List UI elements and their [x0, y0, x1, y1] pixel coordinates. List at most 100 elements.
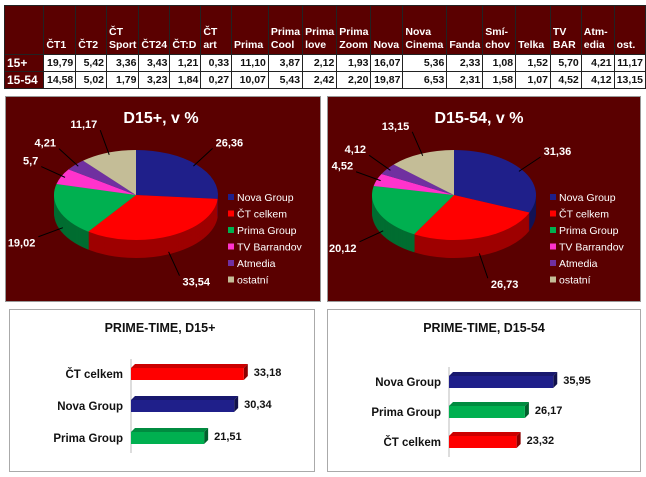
legend-entry: Prima Group [237, 225, 297, 237]
bar-side [524, 402, 529, 418]
leader-line [478, 253, 489, 279]
pie-slice [83, 150, 136, 195]
table-cell: 1,93 [336, 54, 372, 72]
leader-line [193, 147, 213, 167]
category-label: Prima Group [53, 433, 123, 445]
pie-slice [88, 195, 218, 240]
category-label: ČT celkem [383, 436, 441, 449]
legend-entry: Atmedia [237, 258, 276, 270]
table-cell: 11,10 [231, 54, 269, 72]
legend-swatch [550, 227, 556, 233]
table-cell: 0,27 [200, 71, 233, 89]
table-cell: 5,02 [75, 71, 108, 89]
table-cell: 3,23 [138, 71, 171, 89]
table-cell: 16,07 [370, 54, 404, 72]
data-label: 33,54 [183, 277, 211, 289]
column-header: Nova [370, 5, 404, 55]
table-cell: 6,53 [402, 71, 448, 89]
share-table: ČT1 ČT2 ČT Sport ČT24 ČT:D ČT art Prima Prima C… [3, 5, 646, 89]
bar [131, 368, 244, 380]
table-cell: 1,21 [169, 54, 202, 72]
table-cell: 5,42 [75, 54, 108, 72]
bar [449, 406, 525, 418]
legend-swatch [550, 243, 556, 250]
column-header [3, 5, 45, 55]
data-label: 26,36 [216, 137, 244, 149]
leader-line [411, 131, 424, 157]
data-label: 19,02 [8, 238, 36, 250]
data-label: 33,18 [254, 367, 282, 379]
pie-panel-d15-54: D15-54, v % 31,36 26,73 20,12 4,52 4,12 13,15 N… [327, 96, 641, 302]
table-cell: 4,21 [580, 54, 615, 72]
column-header: Telka [515, 5, 551, 55]
pie-slice [56, 169, 136, 195]
data-label: 31,36 [544, 146, 572, 158]
column-header: ČT1 [43, 5, 77, 55]
data-label: 23,32 [527, 435, 555, 447]
bar-top [131, 428, 209, 432]
pie-slice [68, 160, 136, 195]
pie-slice [393, 150, 454, 195]
data-label: 35,95 [563, 375, 591, 387]
chart-title: D15+, v % [123, 110, 198, 127]
data-label: 26,73 [491, 279, 519, 291]
table-cell: 5,36 [402, 54, 448, 72]
leader-line [168, 251, 180, 276]
bar [131, 400, 235, 412]
legend-entry: Prima Group [559, 225, 619, 237]
bar-top [449, 372, 558, 376]
table-cell: 1,08 [482, 54, 517, 72]
table-cell: 4,12 [580, 71, 615, 89]
legend-swatch [550, 194, 556, 200]
category-label: ČT celkem [65, 368, 123, 381]
table-cell: 2,33 [446, 54, 484, 72]
table-cell: 1,84 [169, 71, 202, 89]
column-header: Prima [231, 5, 269, 55]
column-header: TV BAR [549, 5, 582, 55]
legend-swatch [228, 227, 234, 233]
legend-swatch [228, 260, 234, 266]
leader-line [518, 156, 541, 172]
data-label: 4,21 [35, 138, 56, 150]
bar-top [449, 432, 521, 436]
legend-entry: ostatní [237, 275, 269, 287]
bar-top [131, 396, 239, 400]
data-label: 21,51 [214, 431, 242, 443]
data-label: 26,17 [535, 405, 563, 417]
bar-side [204, 428, 209, 444]
table-cell: 11,17 [613, 54, 646, 72]
chart-title: PRIME-TIME, D15+ [105, 321, 216, 335]
legend-swatch [228, 210, 234, 217]
pie-slice [53, 184, 136, 232]
column-header: ČT2 [75, 5, 108, 55]
leader-line [368, 154, 391, 171]
table-header-row: ČT1 ČT2 ČT Sport ČT24 ČT:D ČT art Prima Prima C… [3, 5, 646, 55]
pie-slice [373, 173, 454, 195]
table-cell: 3,43 [138, 54, 171, 72]
legend-entry: ČT celkem [237, 208, 287, 221]
leader-line [41, 166, 66, 178]
table-row: 15-54 14,58 5,02 1,79 3,23 1,84 0,27 10,07 5,43 2… [3, 71, 646, 89]
bar [449, 436, 517, 448]
pie-slice [372, 185, 454, 235]
table-cell: 0,33 [200, 54, 233, 72]
category-label: Nova Group [57, 401, 123, 413]
table-cell: 1,79 [106, 71, 140, 89]
bar-panel-d15plus: PRIME-TIME, D15+ ČT celkem 33,18 Nova Group… [9, 309, 315, 472]
leader-line [58, 148, 79, 167]
table-cell: 13,15 [613, 71, 646, 89]
table-cell: 1,58 [482, 71, 517, 89]
row-label: 15+ [3, 54, 45, 72]
legend-entry: Nova Group [237, 192, 294, 204]
legend-swatch [550, 260, 556, 266]
data-label: 4,52 [332, 161, 353, 173]
column-header: Smí-chov [482, 5, 517, 55]
pie-slice [454, 150, 536, 213]
column-header: ČT24 [138, 5, 171, 55]
table-cell: 5,70 [549, 54, 582, 72]
bar-side [234, 396, 239, 412]
legend-entry: Atmedia [559, 258, 598, 270]
table-cell: 2,42 [302, 71, 338, 89]
legend-swatch [228, 243, 234, 250]
table-cell: 19,79 [43, 54, 77, 72]
